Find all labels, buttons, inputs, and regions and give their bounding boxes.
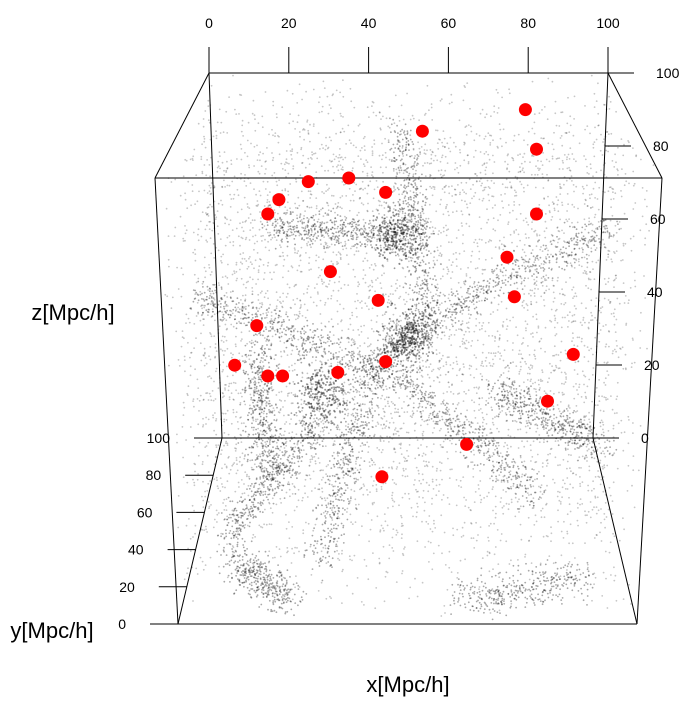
z-axis-tick-label: 100 — [656, 65, 680, 81]
y-axis-tick-label: 60 — [137, 504, 153, 520]
highlighted-points — [228, 103, 580, 484]
highlighted-point — [460, 437, 474, 451]
highlighted-point — [500, 250, 514, 264]
z-axis-title: z[Mpc/h] — [31, 300, 114, 325]
highlighted-point — [276, 369, 290, 383]
highlighted-point — [272, 193, 286, 207]
highlighted-point — [415, 124, 429, 138]
x-axis-tick-label: 0 — [205, 15, 213, 31]
axes: 0 20 40 60 80 100 0 20 40 60 80 100 0 20 40 60 80 100 — [118, 15, 679, 632]
x-axis-tick-label: 80 — [520, 15, 536, 31]
z-axis-tick-label: 0 — [641, 430, 649, 446]
box-edge — [592, 72, 609, 439]
x-axis-tick-label: 100 — [596, 15, 620, 31]
highlighted-point — [530, 142, 543, 156]
y-axis-tick-label: 100 — [147, 430, 171, 446]
highlighted-point — [379, 185, 393, 199]
highlighted-point — [541, 394, 554, 408]
y-axis-tick-label: 40 — [128, 542, 144, 558]
box-edge — [592, 437, 638, 625]
y-axis-title: y[Mpc/h] — [10, 618, 93, 643]
z-axis-tick-label: 60 — [650, 211, 666, 227]
x-axis-tick-label: 60 — [441, 15, 457, 31]
z-axis-tick-label: 20 — [644, 357, 660, 373]
box-edge — [154, 177, 179, 625]
highlighted-point — [342, 171, 356, 185]
box-edge — [208, 72, 223, 439]
box-edge — [636, 177, 663, 625]
box-edge — [607, 72, 663, 179]
x-axis-title: x[Mpc/h] — [366, 672, 449, 697]
highlighted-point — [566, 347, 580, 361]
highlighted-point — [261, 207, 275, 221]
box-edge — [154, 72, 210, 179]
highlighted-point — [507, 290, 521, 304]
y-axis-tick-label: 0 — [118, 616, 126, 632]
z-axis-tick-label: 80 — [653, 138, 669, 154]
y-axis-tick-label: 20 — [119, 579, 135, 595]
highlighted-point — [323, 265, 337, 279]
highlighted-point — [228, 358, 242, 372]
x-axis-tick-label: 40 — [361, 15, 377, 31]
highlighted-point — [301, 175, 315, 189]
particle-cloud — [164, 74, 659, 621]
bounding-box — [154, 72, 663, 625]
highlighted-point — [261, 369, 275, 383]
highlighted-point — [518, 103, 532, 117]
highlighted-point — [250, 319, 264, 333]
box-edge — [177, 437, 223, 625]
z-axis-tick-label: 40 — [647, 284, 663, 300]
highlighted-point — [371, 293, 385, 307]
highlighted-point — [375, 470, 389, 484]
y-axis-tick-label: 80 — [146, 467, 162, 483]
highlighted-point — [530, 207, 543, 221]
x-axis-tick-label: 20 — [281, 15, 297, 31]
highlighted-point — [379, 355, 393, 369]
highlighted-point — [331, 365, 345, 379]
